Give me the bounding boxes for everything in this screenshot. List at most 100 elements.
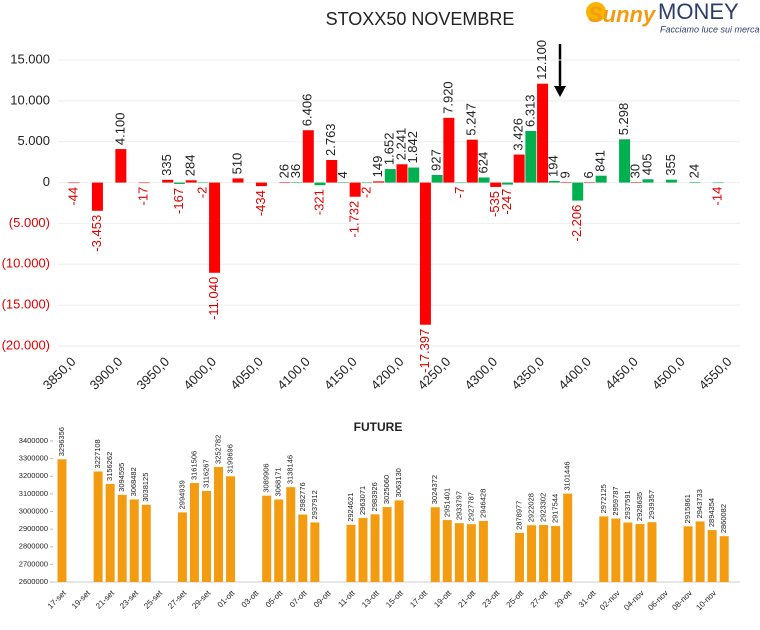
bar: [630, 182, 642, 183]
bar: [314, 182, 326, 186]
y-tick-label: (10.000): [2, 256, 50, 271]
y-tick-label: 3000000: [19, 506, 48, 515]
bar: [93, 471, 103, 582]
data-label: 3252782: [214, 435, 223, 464]
data-label: -1.732: [347, 201, 362, 238]
bar: [408, 167, 420, 183]
bar: [201, 491, 211, 582]
data-label: 2922028: [527, 493, 536, 522]
data-label: 3296356: [57, 427, 66, 456]
bar: [560, 182, 572, 183]
bar: [382, 507, 392, 582]
bar: [232, 178, 244, 183]
y-tick-label: 3100000: [19, 489, 48, 498]
bar: [539, 525, 549, 582]
bar: [373, 181, 385, 183]
bar: [185, 180, 197, 183]
data-label: -434: [253, 190, 268, 216]
bar: [548, 180, 560, 183]
data-label: 2939357: [647, 490, 656, 519]
bar: [279, 182, 291, 183]
bar: [683, 526, 693, 582]
bar: [563, 493, 573, 582]
bar: [527, 525, 537, 582]
bar: [115, 149, 127, 183]
data-label: 6: [581, 171, 596, 178]
data-label: 1.842: [405, 131, 420, 164]
data-label: -44: [65, 187, 80, 206]
data-label: 3094595: [117, 463, 126, 492]
bar: [707, 530, 717, 582]
data-label: 4: [335, 171, 350, 178]
data-label: 2.763: [323, 123, 338, 156]
data-label: 2878977: [515, 501, 524, 530]
y-tick-label: 15.000: [10, 51, 50, 66]
bar: [298, 514, 308, 582]
bar: [291, 182, 303, 183]
data-label: 2937591: [623, 490, 632, 519]
chart-title: FUTURE: [354, 420, 403, 434]
bar: [642, 179, 654, 183]
data-label: 149: [370, 156, 385, 178]
data-label: 2.241: [393, 128, 408, 161]
bar: [490, 182, 502, 187]
bar: [551, 526, 561, 582]
data-label: 2982776: [298, 482, 307, 511]
logo-sun: [586, 2, 606, 22]
bar: [431, 174, 443, 183]
data-label: 841: [593, 150, 608, 172]
data-label: 3156262: [105, 452, 114, 481]
data-label: 3116267: [201, 459, 210, 488]
data-label: -2: [358, 187, 373, 199]
bar: [695, 521, 705, 582]
bar: [177, 512, 187, 582]
data-label: 5.298: [616, 103, 631, 136]
logo-name: MONEY: [658, 0, 739, 24]
bar: [286, 487, 296, 582]
data-label: 2959787: [611, 486, 620, 515]
data-label: 335: [159, 154, 174, 176]
bar: [214, 466, 224, 582]
bar: [665, 179, 677, 183]
data-label: 3024372: [430, 475, 439, 504]
data-label: 2924621: [346, 493, 355, 522]
data-label: 26: [276, 164, 291, 178]
bar: [162, 179, 174, 183]
data-label: 3063130: [394, 468, 403, 497]
data-label: 2946428: [478, 489, 487, 518]
data-label: 3089906: [262, 463, 271, 492]
bar: [455, 182, 467, 184]
bar: [443, 117, 455, 183]
data-label: -11.040: [206, 277, 221, 320]
bar: [478, 520, 488, 582]
bar: [105, 483, 115, 582]
data-label: 2943733: [695, 489, 704, 518]
bar: [141, 504, 151, 582]
data-label: 5.247: [464, 103, 479, 136]
data-label: 2915861: [683, 494, 692, 523]
data-label: 30: [628, 164, 643, 178]
data-label: -14: [710, 187, 725, 206]
data-label: 2983926: [370, 482, 379, 511]
data-label: 3227108: [93, 439, 102, 468]
bar: [419, 182, 431, 325]
data-label: 2928635: [635, 492, 644, 521]
y-tick-label: (15.000): [2, 297, 50, 312]
bar: [525, 130, 537, 183]
y-tick-label: (20.000): [2, 337, 50, 352]
bar: [91, 182, 103, 211]
data-label: 927: [429, 149, 444, 171]
bar: [68, 182, 80, 184]
bar: [623, 522, 633, 582]
bar: [346, 524, 356, 582]
data-label: -2: [194, 187, 209, 199]
data-label: -2.206: [569, 205, 584, 242]
data-label: -321: [311, 189, 326, 215]
data-label: 510: [229, 153, 244, 175]
data-label: 2923302: [539, 493, 548, 522]
bar: [583, 182, 595, 184]
data-label: 7.920: [440, 81, 455, 114]
data-label: 2917544: [551, 494, 560, 523]
y-tick-label: 5.000: [17, 133, 50, 148]
data-label: 6.313: [522, 94, 537, 127]
